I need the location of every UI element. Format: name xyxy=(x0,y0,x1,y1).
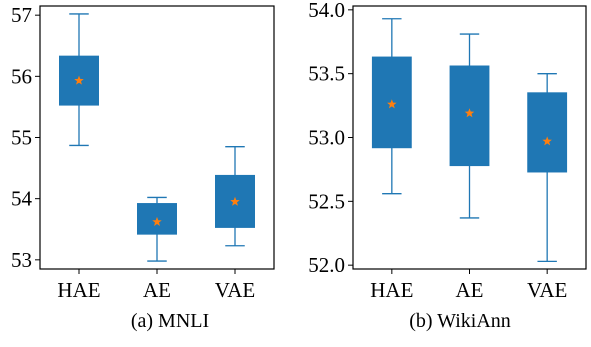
y-tick-label: 54.0 xyxy=(308,0,345,22)
x-tick-label: AE xyxy=(143,278,171,302)
mean-marker xyxy=(230,196,240,206)
mean-marker xyxy=(152,216,162,226)
y-tick-label: 52.5 xyxy=(308,189,345,213)
box-vae xyxy=(527,73,568,262)
box-ae xyxy=(449,33,490,219)
y-tick-label: 53 xyxy=(11,248,32,272)
chart-panel-1: 53 54 55 56 57 HAE AE VAE xyxy=(11,3,275,302)
box-hae xyxy=(371,18,412,195)
y-tick-label: 52.0 xyxy=(308,253,345,277)
x-tick-label: VAE xyxy=(527,278,567,302)
x-tick-label: AE xyxy=(456,278,484,302)
x-tick-label: VAE xyxy=(215,278,255,302)
box-body xyxy=(449,65,490,167)
mean-marker xyxy=(74,75,84,85)
y-tick-label: 54 xyxy=(11,187,33,211)
mean-marker xyxy=(542,136,552,146)
box-body xyxy=(527,92,568,173)
box-hae xyxy=(59,13,99,147)
box-ae xyxy=(137,196,177,262)
box-vae xyxy=(215,146,255,247)
y-tick-label: 56 xyxy=(11,64,32,88)
y-tick-label: 55 xyxy=(11,126,32,150)
chart-panel-2: 52.0 52.5 53.0 53.5 54.0 HAE AE VAE xyxy=(308,0,587,302)
mean-marker xyxy=(387,99,397,109)
x-tick-label: HAE xyxy=(57,278,100,302)
y-tick-label: 53.0 xyxy=(308,126,345,150)
mean-marker xyxy=(464,108,475,118)
caption-a: (a) MNLI xyxy=(130,310,210,332)
y-tick-label: 53.5 xyxy=(308,62,345,86)
caption-b: (b) WikiAnn xyxy=(409,310,511,332)
y-tick-label: 57 xyxy=(11,3,32,27)
x-tick-label: HAE xyxy=(370,278,413,302)
